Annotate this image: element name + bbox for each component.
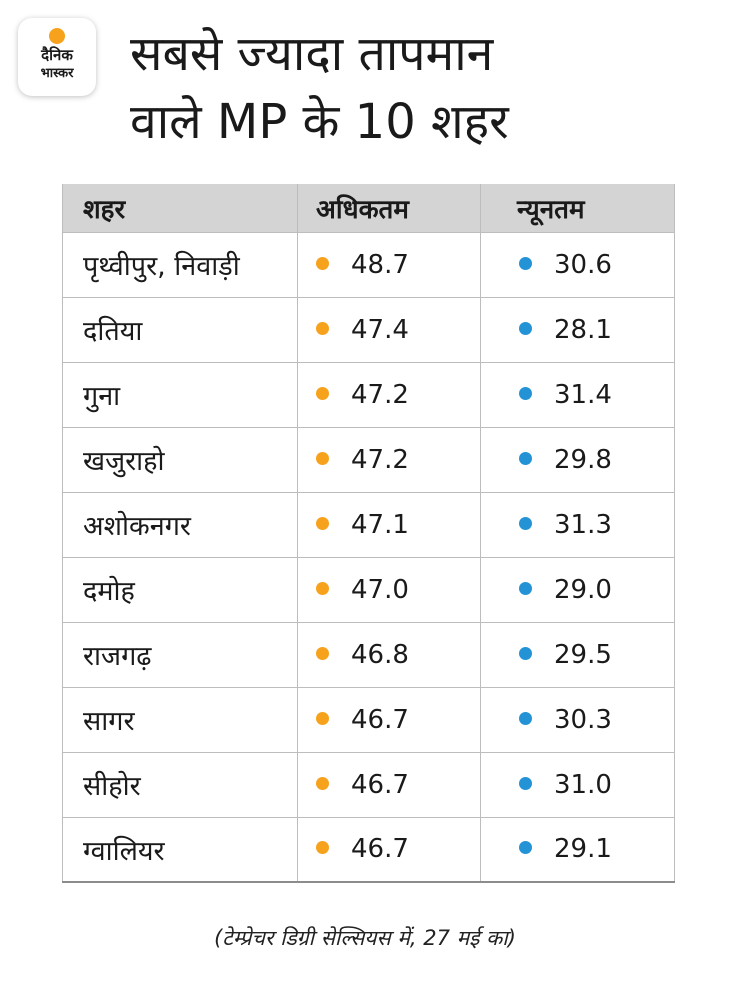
city-cell: ग्वालियर xyxy=(62,816,298,883)
min-dot-icon xyxy=(519,386,532,400)
min-temp-value: 31.0 xyxy=(554,769,612,800)
min-dot-icon xyxy=(519,581,532,595)
table-row: दमोह 47.0 29.0 xyxy=(62,556,675,623)
min-dot-icon xyxy=(519,776,532,790)
table-row: गुना 47.2 31.4 xyxy=(62,361,675,428)
min-temp-cell: 29.5 xyxy=(480,621,675,688)
min-dot-icon xyxy=(519,256,532,270)
city-cell: दमोह xyxy=(62,556,298,623)
max-temp-cell: 47.1 xyxy=(297,491,481,558)
min-temp-cell: 31.3 xyxy=(480,491,675,558)
max-dot-icon xyxy=(316,646,329,660)
city-cell: दतिया xyxy=(62,296,298,363)
footnote: (टेम्प्रेचर डिग्री सेल्सियस में, 27 मई क… xyxy=(214,926,516,950)
max-dot-icon xyxy=(316,516,329,530)
min-temp-value: 31.3 xyxy=(554,509,612,540)
max-temp-cell: 46.8 xyxy=(297,621,481,688)
min-temp-value: 29.1 xyxy=(554,834,612,865)
city-cell: पृथ्वीपुर, निवाड़ी xyxy=(62,231,298,298)
header-max: अधिकतम xyxy=(297,184,481,232)
min-dot-icon xyxy=(519,711,532,725)
min-temp-cell: 31.4 xyxy=(480,361,675,428)
sun-icon xyxy=(49,28,65,44)
max-temp-value: 46.7 xyxy=(351,769,409,800)
max-temp-cell: 47.2 xyxy=(297,426,481,493)
table-row: पृथ्वीपुर, निवाड़ी 48.7 30.6 xyxy=(62,231,675,298)
min-temp-cell: 29.0 xyxy=(480,556,675,623)
table-row: खजुराहो 47.2 29.8 xyxy=(62,426,675,493)
min-temp-value: 29.5 xyxy=(554,639,612,670)
max-temp-cell: 47.2 xyxy=(297,361,481,428)
min-dot-icon xyxy=(519,841,532,855)
max-temp-value: 48.7 xyxy=(351,249,409,280)
max-dot-icon xyxy=(316,321,329,335)
page-title: सबसे ज्यादा तापमान वाले MP के 10 शहर xyxy=(130,20,710,156)
min-dot-icon xyxy=(519,646,532,660)
max-temp-cell: 46.7 xyxy=(297,751,481,818)
header-min: न्यूनतम xyxy=(480,184,675,232)
min-temp-value: 29.0 xyxy=(554,574,612,605)
title-line-2: वाले MP के 10 शहर xyxy=(130,94,509,150)
max-dot-icon xyxy=(316,256,329,270)
max-temp-value: 47.1 xyxy=(351,509,409,540)
logo-text-line1: दैनिक xyxy=(41,46,73,64)
min-temp-value: 30.6 xyxy=(554,249,612,280)
table-row: दतिया 47.4 28.1 xyxy=(62,296,675,363)
min-temp-cell: 30.6 xyxy=(480,231,675,298)
table-row: अशोकनगर 47.1 31.3 xyxy=(62,491,675,558)
min-temp-cell: 29.8 xyxy=(480,426,675,493)
max-temp-value: 46.8 xyxy=(351,639,409,670)
min-dot-icon xyxy=(519,321,532,335)
max-temp-cell: 47.0 xyxy=(297,556,481,623)
max-temp-cell: 46.7 xyxy=(297,816,481,883)
city-cell: गुना xyxy=(62,361,298,428)
table-row: ग्वालियर 46.7 29.1 xyxy=(62,816,675,883)
max-temp-value: 47.0 xyxy=(351,574,409,605)
city-cell: अशोकनगर xyxy=(62,491,298,558)
temperature-table: शहर अधिकतम न्यूनतम पृथ्वीपुर, निवाड़ी 48.… xyxy=(62,184,675,883)
min-temp-value: 30.3 xyxy=(554,704,612,735)
max-dot-icon xyxy=(316,581,329,595)
city-cell: सीहोर xyxy=(62,751,298,818)
table-row: सागर 46.7 30.3 xyxy=(62,686,675,753)
city-cell: सागर xyxy=(62,686,298,753)
table-row: सीहोर 46.7 31.0 xyxy=(62,751,675,818)
min-temp-cell: 31.0 xyxy=(480,751,675,818)
max-temp-value: 47.2 xyxy=(351,444,409,475)
max-temp-value: 46.7 xyxy=(351,704,409,735)
max-temp-value: 47.2 xyxy=(351,379,409,410)
city-cell: खजुराहो xyxy=(62,426,298,493)
min-temp-cell: 29.1 xyxy=(480,816,675,883)
header-city: शहर xyxy=(62,184,298,232)
max-temp-value: 47.4 xyxy=(351,314,409,345)
max-temp-cell: 46.7 xyxy=(297,686,481,753)
min-temp-cell: 28.1 xyxy=(480,296,675,363)
min-temp-cell: 30.3 xyxy=(480,686,675,753)
max-temp-cell: 48.7 xyxy=(297,231,481,298)
max-dot-icon xyxy=(316,386,329,400)
table-body: पृथ्वीपुर, निवाड़ी 48.7 30.6 दतिया 47.4 28.1 ग… xyxy=(62,231,675,883)
city-cell: राजगढ़ xyxy=(62,621,298,688)
min-temp-value: 29.8 xyxy=(554,444,612,475)
min-temp-value: 31.4 xyxy=(554,379,612,410)
table-header-row: शहर अधिकतम न्यूनतम xyxy=(62,184,675,232)
logo-text-line2: भास्कर xyxy=(40,66,74,81)
table-row: राजगढ़ 46.8 29.5 xyxy=(62,621,675,688)
max-temp-cell: 47.4 xyxy=(297,296,481,363)
max-dot-icon xyxy=(316,711,329,725)
max-dot-icon xyxy=(316,841,329,855)
title-line-1: सबसे ज्यादा तापमान xyxy=(130,26,494,82)
max-dot-icon xyxy=(316,451,329,465)
min-dot-icon xyxy=(519,516,532,530)
min-temp-value: 28.1 xyxy=(554,314,612,345)
dainik-bhaskar-logo: दैनिक भास्कर xyxy=(18,18,96,96)
max-temp-value: 46.7 xyxy=(351,834,409,865)
min-dot-icon xyxy=(519,451,532,465)
max-dot-icon xyxy=(316,776,329,790)
